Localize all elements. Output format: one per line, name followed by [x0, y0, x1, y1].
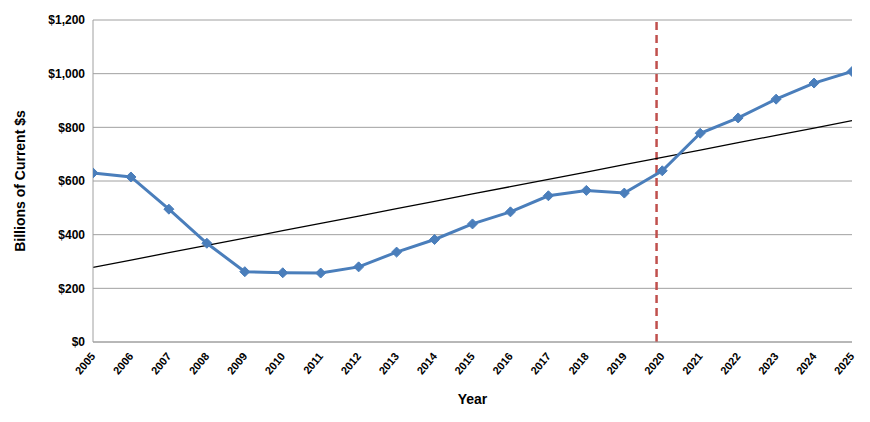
svg-text:$800: $800: [58, 121, 85, 135]
svg-text:2019: 2019: [604, 350, 629, 376]
svg-text:2005: 2005: [73, 350, 98, 376]
svg-text:2016: 2016: [490, 350, 515, 376]
svg-text:$400: $400: [58, 228, 85, 242]
svg-text:2011: 2011: [301, 350, 326, 376]
svg-text:2009: 2009: [224, 350, 249, 376]
svg-text:$200: $200: [58, 282, 85, 296]
svg-text:$1,000: $1,000: [48, 67, 85, 81]
svg-text:2006: 2006: [111, 350, 136, 376]
svg-text:2008: 2008: [187, 350, 212, 376]
svg-text:Year: Year: [458, 391, 488, 407]
svg-text:2021: 2021: [680, 350, 705, 376]
svg-text:2012: 2012: [338, 350, 363, 376]
svg-text:2007: 2007: [149, 350, 174, 376]
svg-text:2023: 2023: [756, 350, 781, 376]
svg-text:2017: 2017: [528, 350, 553, 376]
svg-text:2022: 2022: [718, 350, 743, 376]
svg-text:$1,200: $1,200: [48, 13, 85, 27]
svg-text:$0: $0: [72, 335, 86, 349]
svg-text:2015: 2015: [452, 350, 477, 376]
svg-text:$600: $600: [58, 174, 85, 188]
svg-text:2010: 2010: [262, 350, 287, 376]
svg-text:2020: 2020: [642, 350, 667, 376]
svg-text:Billions of Current $s: Billions of Current $s: [12, 110, 28, 252]
svg-text:2018: 2018: [566, 350, 591, 376]
svg-text:2024: 2024: [794, 349, 819, 376]
svg-text:2014: 2014: [414, 349, 439, 376]
svg-text:2025: 2025: [832, 350, 857, 376]
svg-text:2013: 2013: [376, 350, 401, 376]
